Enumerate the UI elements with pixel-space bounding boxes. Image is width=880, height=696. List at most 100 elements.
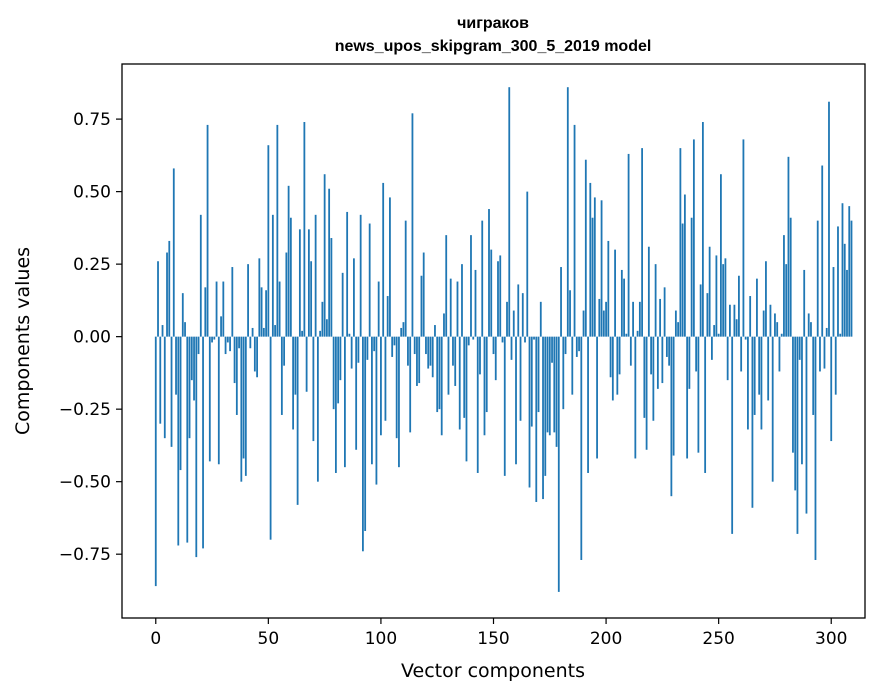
bar-223 [656,336,659,389]
bar-163 [521,293,524,337]
x-tick-label: 300 [815,629,847,649]
bar-134 [456,281,459,337]
bar-265 [751,336,754,508]
bar-124 [434,325,436,337]
bar-281 [787,156,790,337]
bar-171 [539,301,542,337]
bar-306 [843,243,846,337]
bar-284 [794,336,797,491]
bar-188 [578,336,580,352]
bar-308 [848,206,851,337]
bar-207 [620,269,623,337]
bar-293 [814,336,817,560]
bar-290 [807,313,810,337]
bar-157 [508,87,511,337]
bar-304 [839,333,842,337]
bar-82 [339,336,342,381]
bar-49 [265,290,267,337]
bar-210 [627,153,630,337]
bar-200 [605,301,607,337]
bar-184 [569,290,571,337]
bar-100 [380,336,382,436]
bar-247 [711,336,713,360]
bar-273 [769,304,772,337]
bar-35 [233,336,236,384]
bar-48 [262,327,265,337]
bar-102 [384,336,387,421]
bar-7 [170,336,173,447]
bar-14 [186,336,189,543]
x-tick-label: 200 [590,629,622,649]
bar-248 [713,325,716,337]
bar-266 [753,336,756,415]
bar-209 [625,333,628,337]
bar-168 [533,336,535,340]
bar-44 [253,336,256,372]
bar-91 [359,214,362,337]
bar-205 [616,336,619,395]
bar-84 [344,336,346,468]
bar-295 [819,336,821,372]
y-axis-label: Components values [12,247,34,435]
bar-69 [310,261,313,337]
bar-133 [454,336,457,386]
bar-187 [575,336,578,357]
bar-90 [357,336,360,363]
bar-54 [276,124,279,337]
bar-85 [346,211,349,337]
bar-235 [683,194,686,337]
bar-254 [726,336,729,381]
bar-137 [463,336,466,418]
bar-291 [810,322,812,337]
bar-167 [530,336,533,427]
bar-216 [641,148,643,337]
bar-130 [447,336,450,395]
bar-33 [229,336,231,352]
bar-112 [407,336,409,366]
bar-233 [679,148,682,337]
bar-150 [492,336,495,355]
bar-155 [503,336,506,476]
bar-135 [458,336,461,430]
bar-13 [184,322,186,337]
bar-252 [722,264,725,337]
bar-307 [846,269,848,337]
x-tick-label: 150 [477,629,509,649]
bar-179 [557,336,560,592]
bar-189 [580,336,583,560]
bar-215 [638,301,641,337]
bar-289 [805,336,808,514]
bar-83 [341,272,344,337]
bar-63 [296,336,299,505]
bar-101 [382,182,385,337]
bar-109 [400,327,403,337]
bar-217 [643,336,646,418]
bar-51 [269,336,272,540]
bar-21 [202,336,204,549]
bar-0 [154,336,157,587]
bar-107 [395,336,398,439]
bar-1 [157,261,159,337]
bar-149 [490,249,493,337]
bar-162 [519,336,522,421]
bar-151 [494,336,497,381]
bar-50 [267,145,270,337]
bar-106 [393,336,396,346]
bar-166 [528,336,531,488]
bar-92 [362,336,364,552]
bar-127 [440,336,443,436]
bar-52 [271,214,274,337]
bar-55 [278,281,281,337]
bar-80 [334,336,337,473]
bar-87 [350,336,353,369]
bar-213 [634,336,637,459]
bar-75 [323,174,326,337]
bar-232 [677,322,680,337]
bar-73 [319,330,322,337]
bar-228 [668,336,671,366]
bar-192 [587,336,589,473]
bar-12 [181,293,184,337]
bar-231 [674,310,677,337]
bar-41 [247,264,249,337]
